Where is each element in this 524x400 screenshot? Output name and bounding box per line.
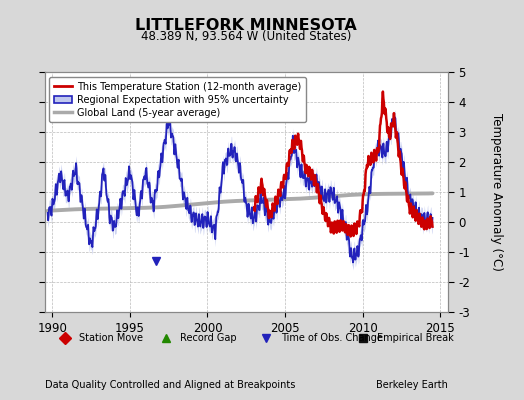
Text: 48.389 N, 93.564 W (United States): 48.389 N, 93.564 W (United States) <box>141 30 352 43</box>
Legend: This Temperature Station (12-month average), Regional Expectation with 95% uncer: This Temperature Station (12-month avera… <box>49 77 305 122</box>
Text: Empirical Break: Empirical Break <box>377 333 454 343</box>
Text: Station Move: Station Move <box>79 333 143 343</box>
Y-axis label: Temperature Anomaly (°C): Temperature Anomaly (°C) <box>490 113 503 271</box>
Text: Data Quality Controlled and Aligned at Breakpoints: Data Quality Controlled and Aligned at B… <box>45 380 295 390</box>
Text: Time of Obs. Change: Time of Obs. Change <box>280 333 383 343</box>
Text: Record Gap: Record Gap <box>180 333 236 343</box>
Text: LITTLEFORK MINNESOTA: LITTLEFORK MINNESOTA <box>135 18 357 33</box>
Text: Berkeley Earth: Berkeley Earth <box>376 380 448 390</box>
